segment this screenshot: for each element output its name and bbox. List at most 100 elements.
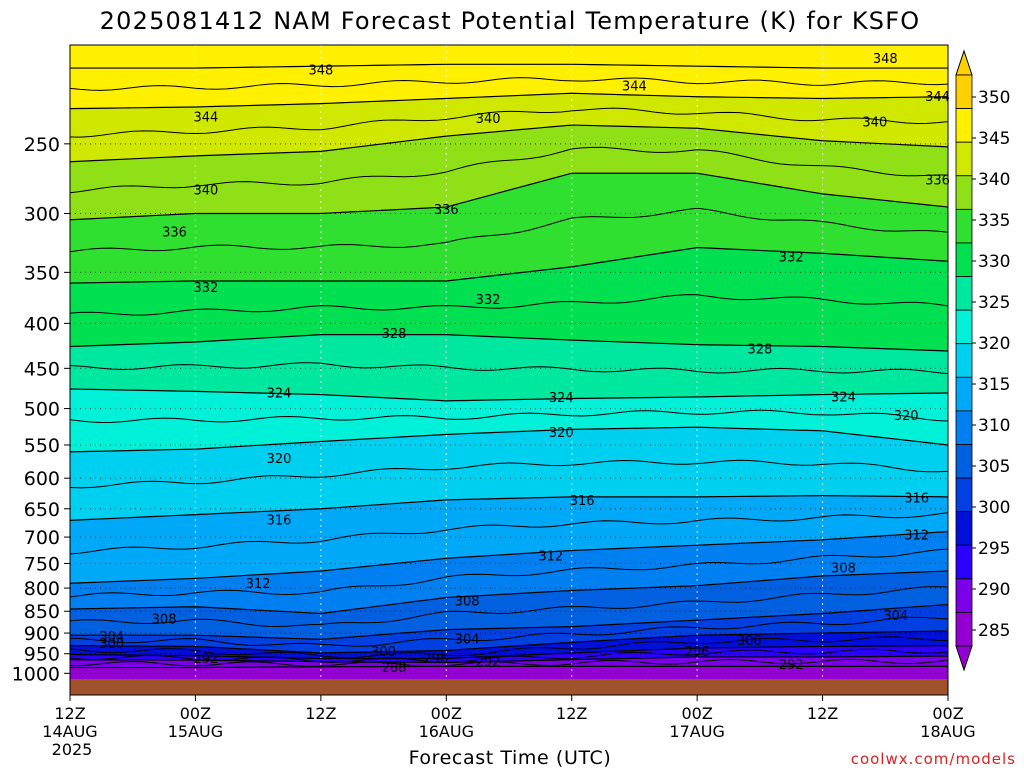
isotherm-label-5: 340	[476, 112, 501, 127]
colorbar-label-330: 330	[978, 252, 1010, 272]
color-band-bottom	[70, 666, 948, 679]
isotherm-336	[70, 172, 948, 221]
isotherm-label-2: 344	[622, 80, 647, 95]
isotherm-label-38: 296	[685, 645, 710, 660]
isotherm-label-22: 316	[267, 513, 292, 528]
isotherm-label-12: 332	[476, 293, 501, 308]
x-tick-date-0: 14AUG	[42, 722, 97, 741]
isotherm-344	[70, 92, 948, 110]
isotherm-288	[70, 665, 948, 669]
isotherm-332	[70, 246, 948, 284]
colorbar-label-335: 335	[978, 211, 1010, 231]
y-tick-label-600: 600	[24, 468, 60, 490]
color-band-340	[70, 125, 948, 220]
colorbar-segment-3	[955, 175, 973, 210]
isotherm-intermediate-342	[70, 107, 948, 138]
x-tick-label-4: 12Z	[556, 704, 587, 723]
color-band-332	[70, 247, 948, 351]
isotherm-label-10: 336	[162, 226, 187, 241]
isotherm-label-42: 288	[382, 661, 407, 676]
y-tick-label-700: 700	[24, 527, 60, 549]
x-tick-label-3: 00Z	[431, 704, 462, 723]
y-tick-label-250: 250	[24, 134, 60, 156]
colorbar: 285 290 295 300 305 310 315 320 325 330 335 340 345 3…	[955, 49, 1010, 672]
temperature-color-field	[70, 45, 948, 679]
isotherm-label-25: 312	[246, 577, 271, 592]
isotherm-320	[70, 426, 948, 453]
colorbar-segment-1	[955, 108, 973, 143]
y-tick-label-950: 950	[24, 644, 60, 666]
colorbar-label-350: 350	[978, 88, 1010, 108]
colorbar-label-290: 290	[978, 580, 1010, 600]
colorbar-segment-4	[955, 208, 973, 244]
colorbar-segment-7	[955, 309, 973, 345]
y-tick-label-400: 400	[24, 313, 60, 335]
isotherm-label-24: 316	[904, 492, 929, 507]
isotherm-label-23: 316	[570, 494, 595, 509]
colorbar-top-arrow	[955, 49, 973, 76]
isotherm-label-40: 292	[476, 655, 501, 670]
isotherm-label-9: 336	[925, 174, 950, 189]
isotherm-label-19: 320	[267, 452, 292, 467]
isotherm-label-36: 300	[737, 634, 762, 649]
isotherm-intermediate-318	[70, 459, 948, 489]
colorbar-label-285: 285	[978, 621, 1010, 641]
isotherm-304	[70, 603, 948, 640]
isotherm-label-15: 328	[747, 343, 772, 358]
colorbar-segment-14	[955, 544, 973, 580]
colorbar-label-320: 320	[978, 334, 1010, 354]
isotherm-label-41: 292	[779, 658, 804, 673]
color-band-328	[70, 334, 948, 401]
x-tick-label-6: 12Z	[807, 704, 838, 723]
isotherm-label-4: 344	[193, 110, 218, 125]
y-tick-label-300: 300	[24, 203, 60, 225]
isotherm-328	[70, 334, 948, 352]
colorbar-segment-13	[955, 511, 973, 546]
credit-text: coolwx.com/models	[851, 750, 1016, 768]
isotherm-label-18: 324	[831, 390, 856, 405]
isotherm-label-27: 312	[904, 528, 929, 543]
isotherm-contours	[70, 63, 948, 669]
isotherm-label-3: 344	[925, 90, 950, 105]
color-band-336	[70, 173, 948, 284]
colorbar-label-315: 315	[978, 375, 1010, 395]
colorbar-label-305: 305	[978, 457, 1010, 477]
isotherm-label-6: 340	[862, 115, 887, 130]
colorbar-segment-2	[955, 141, 973, 177]
isotherm-intermediate-346	[70, 77, 948, 91]
chart-title: 2025081412 NAM Forecast Potential Temper…	[100, 7, 921, 35]
isotherm-label-1: 348	[873, 52, 898, 67]
isotherm-label-14: 328	[382, 327, 407, 342]
colorbar-label-310: 310	[978, 416, 1010, 436]
isotherm-label-30: 308	[831, 561, 856, 576]
isotherm-label-33: 304	[883, 609, 908, 624]
isotherm-label-32: 304	[455, 632, 480, 647]
isotherm-intermediate-338	[70, 146, 948, 194]
color-band-316	[70, 495, 948, 584]
isotherm-intermediate-306	[70, 586, 948, 627]
plot-gridlines	[70, 45, 948, 679]
isotherm-intermediate-334	[70, 207, 948, 253]
isotherm-label-35: 300	[371, 645, 396, 660]
x-tick-date-7: 18AUG	[920, 722, 975, 741]
isotherm-label-28: 308	[152, 612, 177, 627]
color-band-324	[70, 388, 948, 452]
isotherm-label-11: 332	[193, 281, 218, 296]
isotherm-label-29: 308	[455, 594, 480, 609]
x-tick-label-1: 00Z	[180, 704, 211, 723]
y-tick-label-550: 550	[24, 435, 60, 457]
colorbar-segment-6	[955, 276, 973, 311]
isotherm-308	[70, 570, 948, 615]
colorbar-label-295: 295	[978, 539, 1010, 559]
x-tick-date-1: 15AUG	[168, 722, 223, 741]
isotherm-316	[70, 495, 948, 521]
color-band-344	[70, 93, 948, 162]
isotherm-label-13: 332	[779, 250, 804, 265]
isotherm-intermediate-290	[70, 658, 948, 668]
colorbar-segment-9	[955, 376, 973, 412]
isotherm-348	[70, 63, 948, 69]
x-tick-label-5: 00Z	[681, 704, 712, 723]
y-tick-label-350: 350	[24, 262, 60, 284]
isotherm-intermediate-330	[70, 294, 948, 316]
